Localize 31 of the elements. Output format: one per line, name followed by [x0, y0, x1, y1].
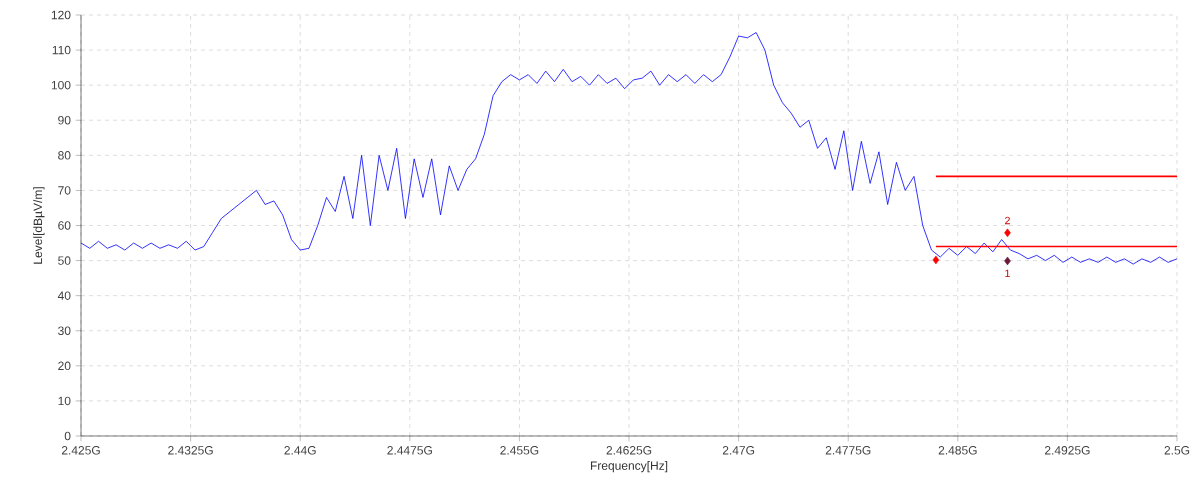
y-tick-label: 20: [58, 361, 71, 371]
point: [932, 255, 940, 265]
x-tick-label: 2.4475G: [387, 446, 432, 455]
x-tick-label: 2.4925G: [1045, 446, 1090, 455]
annotation: 2: [1005, 216, 1010, 225]
y-tick-label: 70: [58, 186, 71, 195]
x-tick-label: 2.47G: [722, 446, 755, 455]
y-tick-label: 110: [52, 45, 71, 55]
x-tick-label: 2.4325G: [168, 446, 213, 455]
x-tick-label: 2.425G: [61, 446, 100, 455]
y-tick-label: 40: [57, 291, 71, 300]
x-tick-label: 2.455G: [500, 446, 539, 455]
x-axis-title: Frequency[Hz]: [590, 461, 668, 473]
point: [1004, 256, 1011, 266]
y-tick-label: 50: [58, 256, 71, 265]
y-tick-label: 80: [58, 151, 71, 160]
point: [1004, 228, 1011, 238]
x-tick-label: 2.5G: [1164, 446, 1190, 455]
x-tick-label: 2.44G: [284, 446, 316, 455]
y-tick-label: 30: [58, 326, 71, 336]
y-tick-label: 10: [58, 396, 71, 406]
annotation: 1: [1005, 269, 1010, 277]
y-tick-label: 0: [64, 431, 71, 441]
y-tick-label: 120: [51, 10, 71, 20]
x-tick-label: 2.485G: [938, 446, 977, 455]
x-tick-label: 2.4625G: [606, 446, 652, 455]
y-axis-title: Level[dBµV/m]: [33, 187, 45, 264]
x-tick-label: 2.4775G: [825, 446, 871, 455]
y-tick-label: 60: [58, 221, 71, 230]
y-tick-label: 90: [58, 116, 71, 125]
y-tick-label: 100: [51, 80, 71, 90]
